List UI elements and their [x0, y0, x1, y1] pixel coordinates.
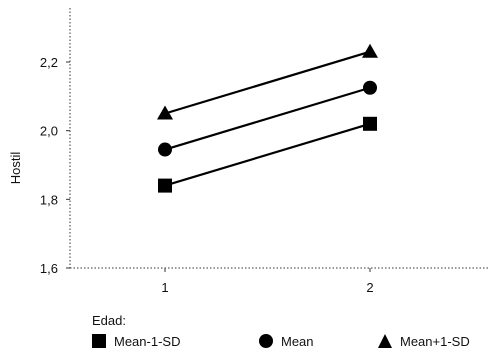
data-point-square [158, 178, 172, 193]
series-line [164, 122, 371, 187]
data-point-square [363, 116, 377, 131]
legend-item-mean-minus-sd: Mean-1-SD [92, 333, 180, 349]
data-point-circle [363, 80, 377, 95]
series-line [164, 50, 371, 115]
data-point-triangle [362, 43, 378, 58]
y-tick-label: 2,0 [40, 124, 58, 139]
legend-item-mean-plus-sd: Mean+1-SD [378, 333, 470, 349]
triangle-marker-icon [378, 334, 392, 348]
data-point-triangle [157, 105, 173, 120]
chart: 1,6 1,8 2,0 2,2 1 2 Hostil [8, 8, 490, 295]
x-tick-label: 2 [366, 280, 373, 295]
series-layer [157, 43, 378, 193]
legend-item-mean: Mean [259, 333, 314, 349]
y-tick-label: 1,6 [40, 261, 58, 276]
y-tick-label: 1,8 [40, 192, 58, 207]
axes: 1,6 1,8 2,0 2,2 1 2 Hostil [8, 8, 490, 295]
series-line [164, 86, 371, 151]
legend-label: Mean [281, 333, 314, 349]
legend-title: Edad: [92, 313, 126, 328]
x-tick-label: 1 [161, 280, 168, 295]
legend-label: Mean+1-SD [400, 333, 470, 349]
y-tick-label: 2,2 [40, 55, 58, 70]
square-marker-icon [92, 334, 106, 348]
y-axis-title: Hostil [8, 152, 23, 185]
circle-marker-icon [259, 334, 273, 348]
legend-label: Mean-1-SD [114, 333, 181, 349]
legend: Edad: Mean-1-SD Mean Mean+1-SD [92, 313, 492, 349]
data-point-circle [158, 142, 172, 157]
